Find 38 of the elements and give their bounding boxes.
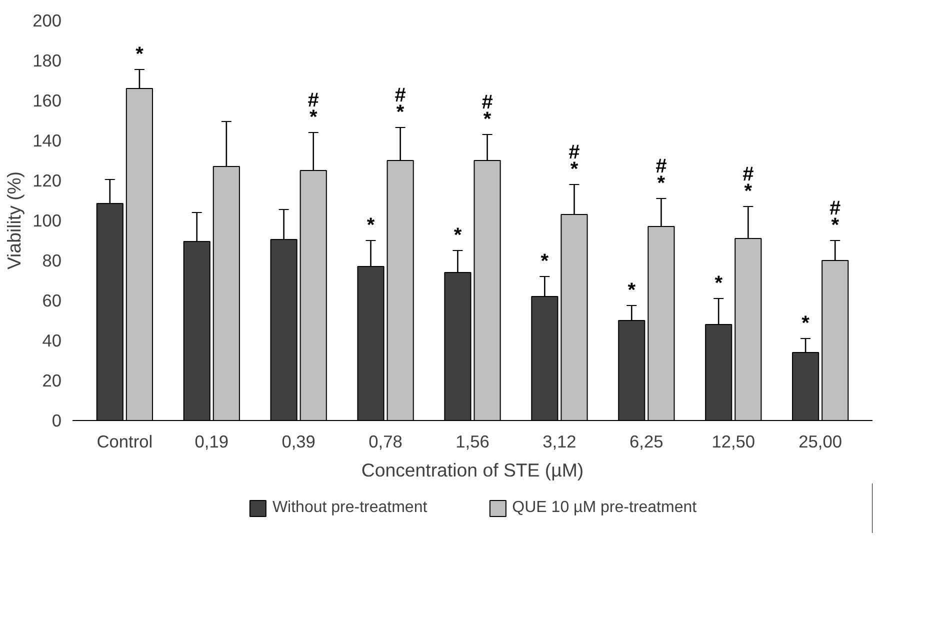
y-axis-title: Viability (%) — [4, 171, 25, 270]
y-tick-label: 20 — [42, 370, 62, 390]
annotation: * — [570, 158, 578, 180]
annotation: * — [744, 180, 752, 202]
x-tick-label: 0,78 — [368, 432, 402, 452]
annotation: * — [714, 272, 723, 294]
legend-label: QUE 10 µM pre-treatment — [512, 499, 697, 517]
annotation: * — [483, 108, 492, 130]
y-tick-label: 80 — [42, 250, 62, 270]
x-tick-label: 1,56 — [456, 432, 490, 452]
y-tick-label: 140 — [32, 130, 62, 150]
x-tick-label: 0,39 — [282, 432, 316, 452]
annotation: * — [628, 280, 636, 302]
x-tick-label: 25,00 — [798, 432, 842, 452]
annotation: * — [396, 102, 404, 124]
x-axis-title: Concentration of STE (µM) — [361, 460, 584, 480]
x-tick-label: 12,50 — [712, 432, 756, 452]
y-tick-label: 200 — [32, 10, 62, 30]
y-tick-label: 0 — [52, 410, 62, 430]
annotation: * — [309, 106, 318, 128]
y-tick-label: 180 — [32, 50, 62, 70]
y-tick-label: 160 — [32, 90, 62, 110]
y-tick-label: 120 — [32, 170, 62, 190]
annotation: * — [366, 214, 375, 236]
x-tick-label: 3,12 — [542, 432, 576, 452]
y-tick-label: 40 — [42, 330, 62, 350]
annotation: * — [540, 250, 549, 272]
y-tick-label: 60 — [42, 290, 62, 310]
annotation: * — [657, 172, 666, 194]
annotation: * — [802, 312, 810, 334]
legend-label: Without pre-treatment — [272, 499, 428, 517]
annotation: * — [136, 44, 144, 66]
x-tick-label: 0,19 — [194, 432, 228, 452]
y-tick-label: 100 — [32, 210, 62, 230]
x-tick-label: 6,25 — [630, 432, 664, 452]
x-tick-label: Control — [96, 432, 153, 452]
annotation: * — [454, 224, 462, 246]
annotation: * — [831, 214, 840, 236]
